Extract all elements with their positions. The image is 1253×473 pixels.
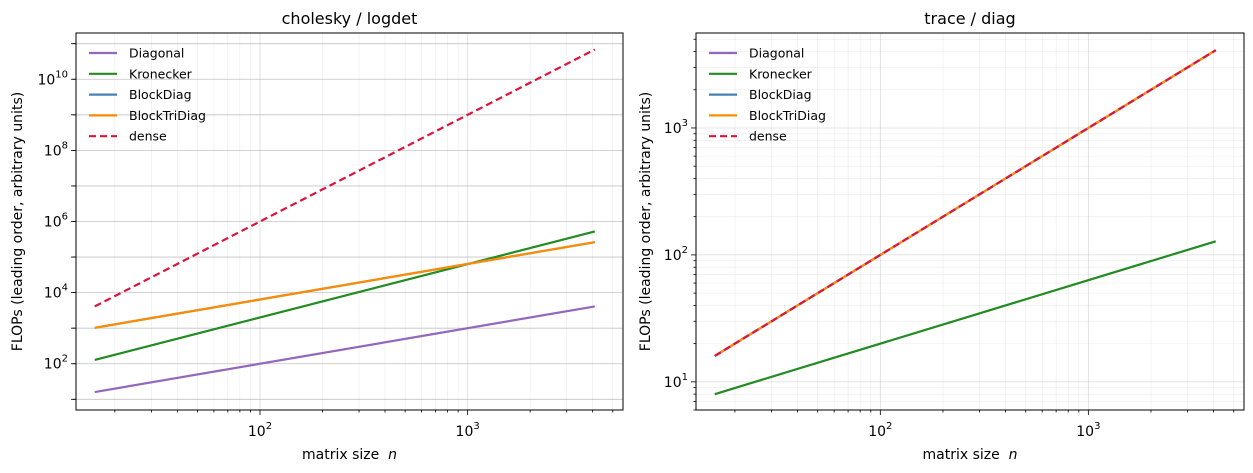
series-line-kronecker <box>94 230 596 361</box>
legend-label: BlockTriDiag <box>749 108 826 123</box>
y-tick-label: 1010 <box>37 69 68 88</box>
legend-label: Diagonal <box>749 46 804 61</box>
legend-label: Diagonal <box>129 46 184 61</box>
legend-label: Kronecker <box>129 66 193 81</box>
y-tick-label: 106 <box>44 212 68 231</box>
y-tick-label: 102 <box>44 354 68 373</box>
y-tick-label: 102 <box>664 245 688 264</box>
grid <box>696 33 1244 411</box>
legend-label: BlockDiag <box>749 87 812 102</box>
y-tick-label: 101 <box>664 372 688 391</box>
legend: Diagonal Kronecker BlockDiag BlockTriDiag de… <box>89 46 206 144</box>
series-line-blocktridiag <box>94 241 595 329</box>
series-line-dense <box>714 49 1217 357</box>
legend-label: dense <box>749 129 787 144</box>
y-tick-label: 108 <box>44 140 68 159</box>
legend: Diagonal Kronecker BlockDiag BlockTriDiag de… <box>709 46 826 144</box>
y-tick-label: 103 <box>664 118 688 137</box>
plot-area <box>695 32 1245 411</box>
series-line-kronecker <box>714 240 1217 396</box>
legend-label: Kronecker <box>749 66 813 81</box>
series-lines <box>94 48 596 394</box>
x-axis-label: matrix size n <box>922 447 1017 463</box>
x-tick-label: 103 <box>456 421 480 440</box>
chart-panel-cholesky: cholesky / logdet 102 103 102 104 106 108 1010… <box>10 9 624 463</box>
axis-ticks: 102 103 101 102 103 <box>664 38 1235 440</box>
y-axis-label: FLOPs (leading order, arbitrary units) <box>638 92 654 351</box>
chart-title: trace / diag <box>924 9 1015 28</box>
x-tick-label: 102 <box>248 421 272 440</box>
x-tick-label: 102 <box>868 421 892 440</box>
x-axis-label: matrix size n <box>302 447 397 463</box>
legend-label: BlockTriDiag <box>129 108 206 123</box>
series-line-dense <box>94 48 596 308</box>
y-axis-label: FLOPs (leading order, arbitrary units) <box>10 92 26 351</box>
grid <box>76 33 623 410</box>
series-lines <box>714 49 1217 396</box>
legend-label: BlockDiag <box>129 87 192 102</box>
chart-panel-trace: trace / diag 102 103 101 102 103 matrix size… <box>638 9 1245 463</box>
series-line-diagonal <box>94 305 595 394</box>
axis-ticks: 102 103 102 104 106 108 1010 <box>37 43 614 440</box>
x-tick-label: 103 <box>1076 421 1100 440</box>
y-tick-label: 104 <box>44 283 68 302</box>
legend-label: dense <box>129 129 167 144</box>
chart-title: cholesky / logdet <box>282 9 418 28</box>
